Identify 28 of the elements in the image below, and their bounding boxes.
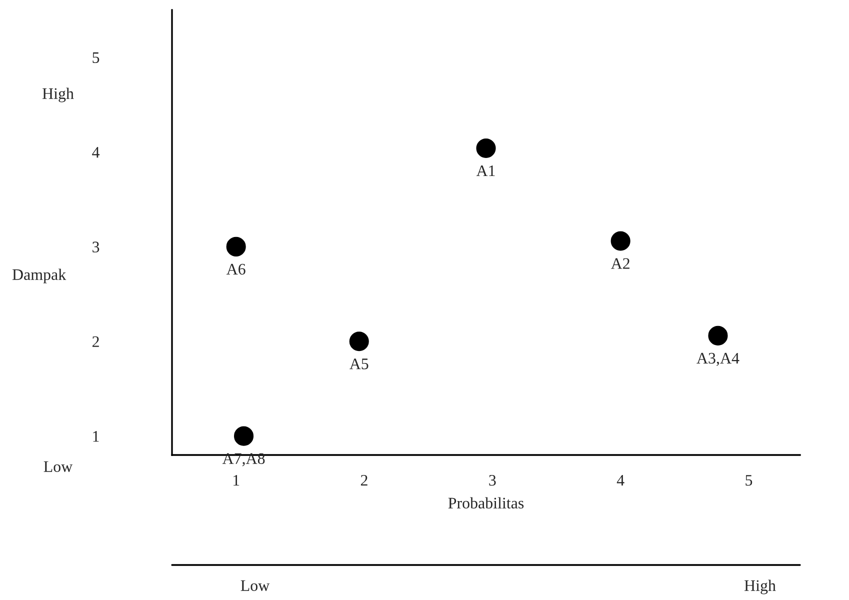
annotation: A7,A8 [222, 453, 265, 466]
point [476, 138, 496, 158]
y-tick-label: 2 [92, 336, 99, 347]
annotation: A2 [610, 258, 630, 269]
y-tick-label: 4 [92, 147, 100, 158]
point [708, 326, 728, 346]
x-tick-label: 2 [360, 474, 368, 486]
x-tick-label: 4 [616, 475, 624, 486]
text: Low [240, 580, 270, 591]
x-tick-label: 5 [746, 475, 752, 486]
y-tick-label: 1 [93, 431, 99, 442]
annotation: A1 [476, 165, 495, 176]
x-tick-label: 3 [489, 474, 496, 486]
text: High [744, 580, 776, 594]
annotation: A6 [226, 264, 246, 275]
point [234, 426, 254, 446]
y-tick-label: 3 [92, 242, 100, 252]
x-tick-label: 1 [233, 474, 240, 486]
annotation: A5 [350, 358, 368, 370]
annotation: A3,A4 [696, 352, 740, 366]
y-axis-title: Dampak [12, 268, 66, 284]
x-axis-title: Probabilitas [448, 497, 524, 509]
point [349, 332, 369, 352]
point [610, 231, 630, 251]
text: Low [44, 461, 73, 472]
text: High [42, 88, 74, 102]
y-tick-label: 5 [92, 52, 100, 64]
point [226, 236, 246, 256]
